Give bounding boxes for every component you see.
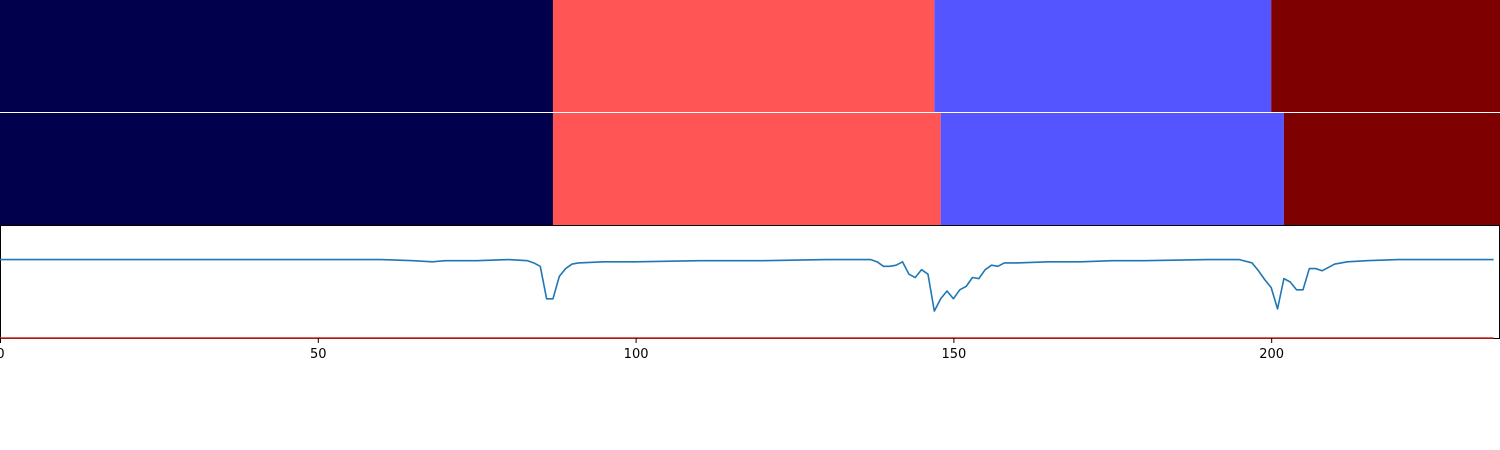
series-line-1: [0, 258, 1494, 312]
segment-1-1: [0, 0, 553, 112]
segment-2-2: [552, 113, 941, 225]
x-tick-label-50: 50: [310, 347, 327, 362]
segment-1-4: [1271, 0, 1500, 112]
line-plot: [0, 225, 1500, 339]
x-tick-label-0: 0: [0, 347, 5, 362]
line-plot-series: [0, 258, 1494, 339]
segment-bar-bottom: [0, 113, 1500, 225]
x-tick-label-100: 100: [624, 347, 649, 362]
x-tick-label-150: 150: [941, 347, 966, 362]
line-plot-frame: [0, 225, 1500, 339]
segment-2-4: [1283, 113, 1500, 225]
segment-2-1: [0, 113, 553, 225]
segment-1-2: [552, 0, 935, 112]
segment-1-3: [934, 0, 1272, 112]
segment-bar-top: [0, 0, 1500, 112]
segment-2-3: [940, 113, 1284, 225]
x-tick-label-200: 200: [1259, 347, 1284, 362]
x-axis: 0 50 100 150 200: [0, 338, 1284, 362]
